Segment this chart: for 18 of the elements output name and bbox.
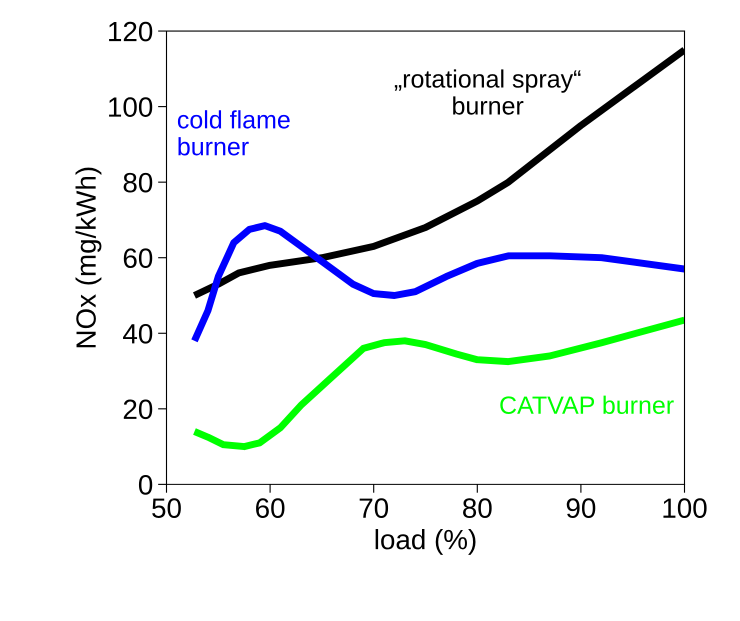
y-tick-label: 40 [123, 324, 152, 344]
x-tick-label: 90 [566, 498, 596, 518]
y-tick-label: 80 [124, 172, 152, 192]
x-tick-label: 100 [663, 498, 707, 518]
series-label: „rotational spray“ burner [394, 69, 581, 115]
y-tick-label: 120 [109, 22, 152, 42]
y-tick-label: 0 [138, 475, 152, 495]
x-tick-label: 80 [463, 498, 492, 518]
x-tick-label: 70 [360, 498, 388, 518]
text: cold flame burner [178, 110, 290, 156]
y-axis-title: NOx (mg/kWh) [76, 168, 102, 348]
x-tick-label: 60 [256, 498, 284, 518]
series-label: CATVAP burner [500, 396, 674, 414]
y-tick-label: 100 [109, 97, 152, 117]
y-tick-label: 60 [124, 248, 152, 268]
y-tick-label: 20 [124, 399, 152, 420]
x-tick-label: 50 [152, 498, 181, 518]
x-axis-title: load (%) [376, 529, 476, 555]
